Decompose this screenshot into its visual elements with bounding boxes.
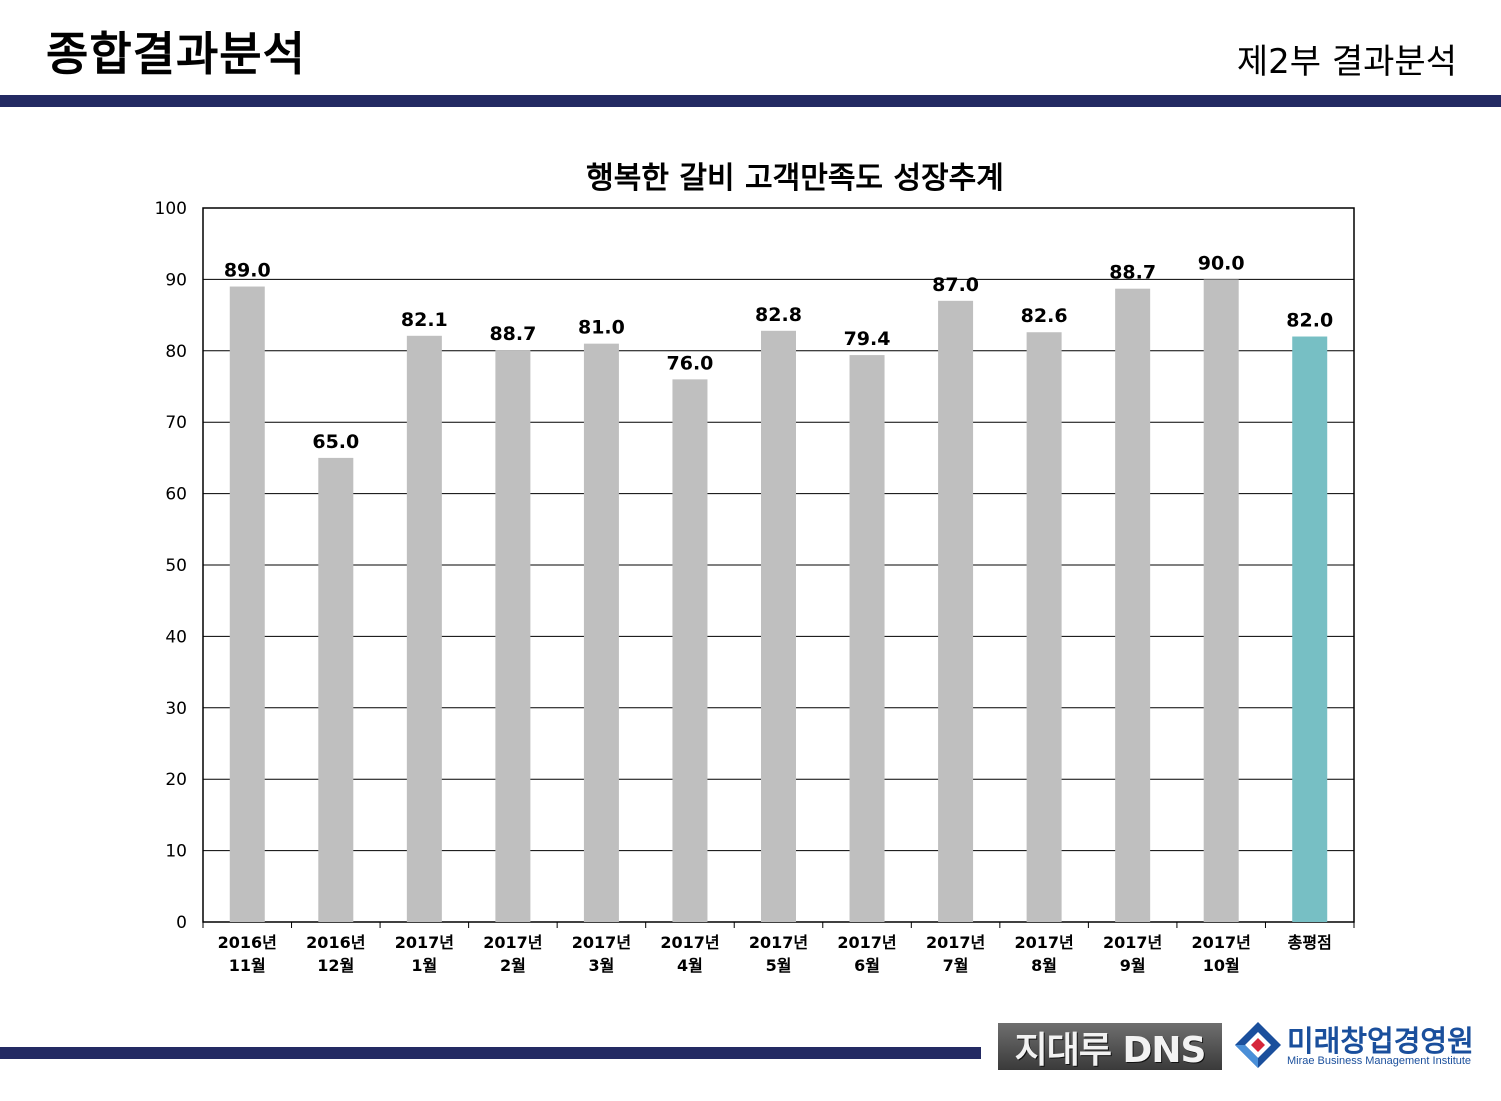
x-tick-label: 2017년 [1103,933,1162,952]
header-divider [0,95,1501,107]
x-tick-label: 5월 [766,956,792,975]
bar [761,330,796,923]
x-tick-label: 10월 [1203,956,1240,975]
bar [583,343,619,922]
footer-divider [0,1047,981,1059]
y-tick-label: 90 [165,270,187,290]
y-tick-label: 100 [155,199,187,219]
x-tick-label: 2017년 [483,933,542,952]
x-tick-label: 2017년 [660,933,719,952]
y-tick-label: 70 [165,413,187,433]
x-tick-label: 2017년 [395,933,454,952]
bar [1203,279,1239,922]
data-label: 76.0 [667,352,714,374]
bar [229,286,265,922]
y-tick-label: 40 [165,627,187,647]
x-tick-label: 1월 [411,956,437,975]
y-tick-label: 50 [165,556,187,576]
chart-title: 행복한 갈비 고객만족도 성장추계 [586,161,1004,196]
y-tick-label: 30 [165,699,187,719]
data-label: 87.0 [932,274,979,296]
data-label: 89.0 [224,260,271,282]
bar [1292,336,1328,922]
x-tick-label: 2016년 [218,933,277,952]
y-tick-label: 10 [165,842,187,862]
y-tick-label: 60 [165,485,187,505]
y-tick-label: 20 [165,770,187,790]
diamond-logo-icon [1235,1022,1281,1068]
bar-chart: 0 10 20 30 40 50 60 70 80 90 100 89.0 2016년 11월 65.0 20… [155,199,1355,975]
brand-subtitle: Mirae Business Management Institute [1287,1055,1472,1067]
bar [406,335,442,922]
bar [1115,288,1151,922]
jidaeru-dns-logo-text: 지대루 DNS [1014,1029,1207,1071]
data-label: 79.4 [844,328,891,350]
bar [849,355,885,923]
x-tick-label: 2017년 [837,933,896,952]
data-label: 81.0 [578,317,625,339]
bar [318,457,354,922]
bar [672,379,708,922]
x-tick-label: 8월 [1031,956,1057,975]
x-tick-label: 3월 [588,956,614,975]
jidaeru-dns-logo: 지대루 DNS [998,1023,1222,1071]
data-label: 82.6 [1021,305,1068,327]
x-tick-label: 2017년 [1014,933,1073,952]
bar [938,300,974,922]
x-tick-label: 2016년 [306,933,365,952]
x-tick-label: 2017년 [572,933,631,952]
x-tick-label: 12월 [317,956,354,975]
page-title: 종합결과분석 [46,27,306,81]
x-tick-label: 6월 [854,956,880,975]
brand-name: 미래창업경영원 [1287,1024,1474,1058]
x-tick-label: 2017년 [749,933,808,952]
bar [1026,332,1062,923]
x-tick-label: 총평점 [1288,933,1332,952]
y-tick-label: 0 [176,913,187,933]
x-tick-label: 4월 [677,956,703,975]
data-label: 90.0 [1198,252,1245,274]
x-tick-label: 9월 [1120,956,1146,975]
bar [495,350,531,922]
data-label: 65.0 [312,431,359,453]
data-label: 82.8 [755,304,802,326]
x-tick-label: 11월 [229,956,266,975]
x-tick-label: 2017년 [1192,933,1251,952]
data-label: 82.0 [1286,310,1333,332]
y-tick-label: 80 [165,342,187,362]
data-label: 82.1 [401,309,448,331]
data-label: 88.7 [1109,262,1156,284]
x-tick-label: 7월 [943,956,969,975]
section-label: 제2부 결과분석 [1236,42,1457,82]
x-tick-label: 2월 [500,956,526,975]
x-tick-label: 2017년 [926,933,985,952]
data-label: 88.7 [489,323,536,345]
